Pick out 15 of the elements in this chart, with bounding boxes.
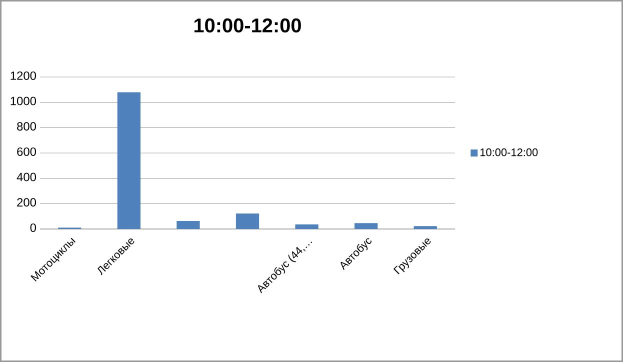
y-tick-label: 800	[17, 122, 36, 131]
legend-label: 10:00-12:00	[480, 148, 538, 156]
chart-title: 10:00-12:00	[194, 18, 301, 32]
y-tick-label: 600	[17, 147, 36, 156]
bar	[414, 226, 437, 229]
y-tick-label: 0	[30, 223, 36, 232]
bar	[236, 214, 260, 229]
y-tick-label: 400	[16, 172, 36, 182]
y-tick-label: 200	[17, 198, 36, 207]
y-tick-label: 1000	[10, 96, 36, 106]
bar	[354, 223, 378, 229]
bar	[117, 92, 140, 229]
bar	[295, 224, 318, 229]
bar	[176, 221, 200, 229]
y-tick-label: 1200	[10, 71, 36, 80]
